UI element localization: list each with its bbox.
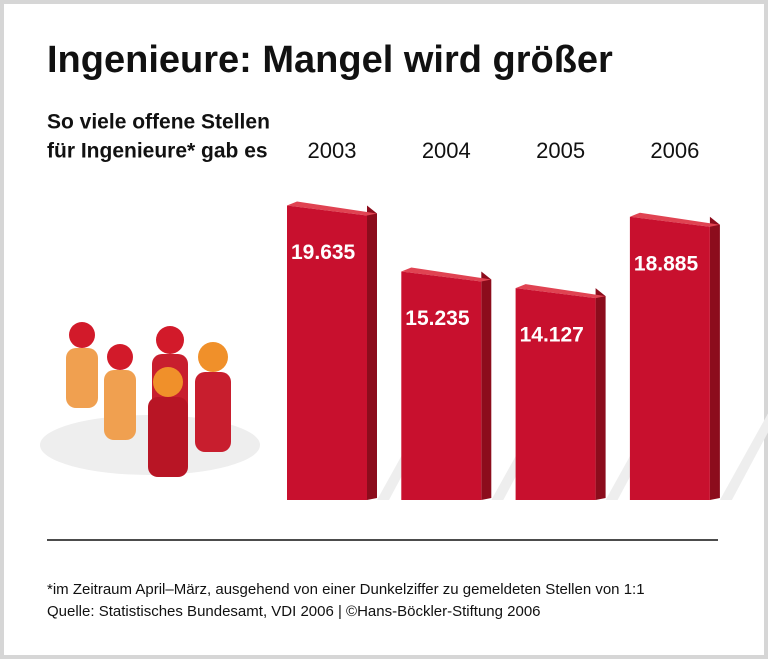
subtitle-line: für Ingenieure* gab es — [47, 140, 268, 163]
source: Quelle: Statistisches Bundesamt, VDI 200… — [47, 603, 541, 620]
bar — [515, 288, 596, 500]
category-label: 2004 — [422, 138, 471, 163]
value-label: 15.235 — [405, 307, 470, 330]
value-label: 14.127 — [520, 324, 584, 347]
bar-side — [595, 288, 606, 500]
bar-side — [709, 216, 720, 500]
bar-top — [629, 212, 720, 227]
value-label: 18.885 — [634, 252, 699, 275]
bar-top — [401, 267, 492, 282]
bar-shadow — [719, 413, 768, 500]
value-label: 19.635 — [291, 241, 356, 264]
category-label: 2003 — [308, 138, 357, 163]
category-label: 2006 — [650, 138, 699, 163]
bar-side — [481, 271, 492, 500]
bar-side — [367, 205, 377, 500]
subtitle-line: So viele offene Stellen — [47, 111, 270, 134]
category-label: 2005 — [536, 138, 585, 163]
chart-title: Ingenieure: Mangel wird größer — [47, 39, 613, 81]
bar — [401, 271, 482, 500]
engineer-figures — [40, 322, 260, 477]
bar-top — [287, 201, 377, 216]
bar-top — [515, 284, 606, 299]
footnote: *im Zeitraum April–März, ausgehend von e… — [47, 581, 645, 598]
bar — [287, 205, 367, 500]
bar — [629, 216, 710, 500]
